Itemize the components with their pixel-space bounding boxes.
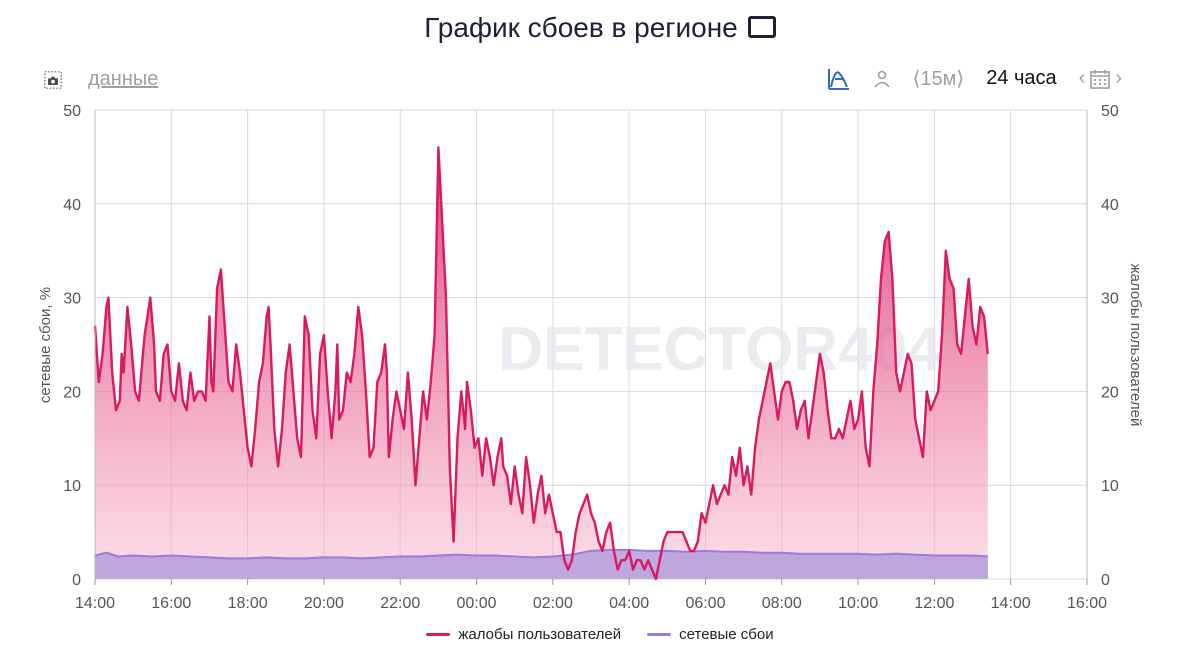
legend-item-network[interactable]: сетевые сбои	[647, 626, 774, 643]
complaints-area	[95, 147, 988, 579]
x-tick-label: 08:00	[762, 595, 802, 612]
y-tick-label-left: 0	[72, 572, 81, 589]
series	[93, 146, 989, 581]
x-tick-label: 06:00	[685, 595, 725, 612]
x-tick-label: 16:00	[151, 595, 191, 612]
legend-swatch-complaints	[426, 633, 451, 636]
toolbar-left: данные	[44, 68, 158, 91]
x-tick-label: 02:00	[533, 595, 573, 612]
legend-swatch-network	[647, 633, 672, 636]
area-chart-icon[interactable]	[827, 67, 851, 91]
chevron-left-icon[interactable]: ‹	[1078, 67, 1086, 89]
data-link[interactable]: данные	[88, 68, 159, 90]
x-tick-label: 18:00	[228, 595, 268, 612]
y-tick-label-left: 20	[63, 384, 81, 401]
y-tick-label-right: 50	[1101, 103, 1119, 120]
network-area	[95, 549, 988, 579]
user-icon[interactable]	[873, 69, 891, 89]
calendar-nav: ‹ ›	[1079, 67, 1122, 90]
legend-label-network: сетевые сбои	[679, 626, 774, 643]
y-tick-label-left: 50	[63, 103, 81, 120]
x-tick-label: 00:00	[457, 595, 497, 612]
chevron-right-icon[interactable]: ›	[1115, 67, 1122, 89]
legend-item-complaints[interactable]: жалобы пользователей	[426, 626, 621, 643]
y-tick-label-right: 40	[1101, 197, 1119, 214]
y-tick-label-left: 10	[63, 478, 81, 495]
legend-label-complaints: жалобы пользователей	[458, 626, 622, 643]
x-tick-label: 20:00	[304, 595, 344, 612]
x-tick-label: 14:00	[75, 595, 115, 612]
range-15m-button[interactable]: ⟨15м⟩	[912, 68, 965, 90]
toolbar-right: ⟨15м⟩ 24 часа ‹ ›	[827, 66, 1122, 91]
axes: 0 0 10 10 20 20 30 30 40 40 50 50 14:00 16:00 18:00 20:…	[63, 103, 1119, 612]
x-tick-label: 16:00	[1067, 595, 1107, 612]
legend: жалобы пользователей сетевые сбои	[0, 626, 1200, 643]
chart-title-text: График сбоев в регионе	[424, 12, 738, 43]
y-tick-label-right: 20	[1101, 384, 1119, 401]
x-tick-label: 10:00	[838, 595, 878, 612]
network-line	[94, 548, 988, 560]
y-tick-label-left: 30	[63, 291, 81, 308]
x-tick-label: 12:00	[914, 595, 954, 612]
camera-icon[interactable]	[44, 70, 62, 89]
y-tick-label-right: 30	[1101, 291, 1119, 308]
y-tick-label-right: 10	[1101, 478, 1119, 495]
x-tick-label: 04:00	[609, 595, 649, 612]
tv-icon	[747, 15, 776, 38]
chart-title: График сбоев в регионе	[0, 12, 1200, 44]
watermark: DETECTOR404	[498, 315, 942, 384]
range-24h-button[interactable]: 24 часа	[986, 67, 1057, 89]
y-axis-left-label: сетевые сбои, %	[37, 287, 54, 403]
x-tick-label: 14:00	[991, 595, 1031, 612]
y-tick-label-right: 0	[1101, 572, 1110, 589]
y-tick-label-left: 40	[63, 197, 81, 214]
y-axis-right-label: жалобы пользователей	[1127, 264, 1144, 427]
complaints-line	[93, 146, 989, 581]
x-tick-label: 22:00	[380, 595, 420, 612]
calendar-icon[interactable]	[1089, 68, 1111, 90]
